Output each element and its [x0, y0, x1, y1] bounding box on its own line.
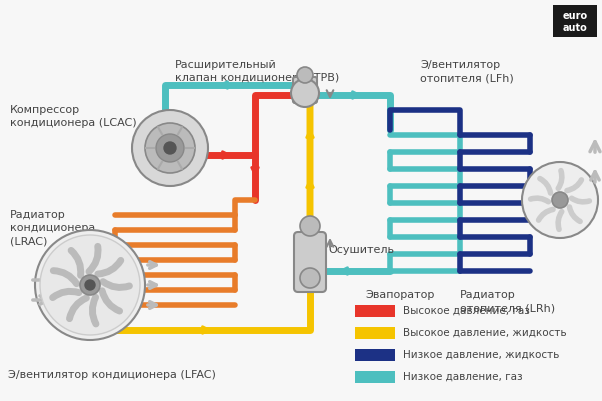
Text: Эвапоратор: Эвапоратор	[365, 290, 435, 300]
FancyBboxPatch shape	[553, 5, 597, 37]
Circle shape	[300, 268, 320, 288]
FancyBboxPatch shape	[355, 327, 395, 339]
Circle shape	[132, 110, 208, 186]
Text: Радиатор
отопителя (LRh): Радиатор отопителя (LRh)	[460, 290, 555, 313]
Circle shape	[145, 123, 195, 173]
Text: Низкое давление, газ: Низкое давление, газ	[403, 372, 523, 382]
Circle shape	[156, 134, 184, 162]
Text: Э/вентилятор кондиционера (LFAC): Э/вентилятор кондиционера (LFAC)	[8, 370, 216, 380]
Circle shape	[35, 230, 145, 340]
Text: auto: auto	[563, 23, 588, 33]
Circle shape	[522, 162, 598, 238]
Text: Э/вентилятор
отопителя (LFh): Э/вентилятор отопителя (LFh)	[420, 60, 514, 83]
Circle shape	[297, 67, 313, 83]
FancyBboxPatch shape	[355, 349, 395, 361]
Circle shape	[291, 79, 319, 107]
Text: Радиатор
кондиционера
(LRAC): Радиатор кондиционера (LRAC)	[10, 210, 95, 246]
Circle shape	[552, 192, 568, 208]
Text: Компрессор
кондиционера (LCAC): Компрессор кондиционера (LCAC)	[10, 105, 137, 128]
Text: euro: euro	[562, 11, 588, 21]
FancyBboxPatch shape	[355, 305, 395, 317]
Circle shape	[164, 142, 176, 154]
Text: Высокое давление, газ: Высокое давление, газ	[403, 306, 530, 316]
FancyBboxPatch shape	[355, 371, 395, 383]
Circle shape	[85, 280, 95, 290]
FancyBboxPatch shape	[293, 77, 317, 103]
Circle shape	[40, 235, 140, 335]
Text: Расширительный
клапан кондиционера (ТРВ): Расширительный клапан кондиционера (ТРВ)	[175, 60, 340, 83]
Circle shape	[300, 216, 320, 236]
Text: Низкое давление, жидкость: Низкое давление, жидкость	[403, 350, 559, 360]
Text: Осушитель: Осушитель	[328, 245, 394, 255]
Text: Высокое давление, жидкость: Высокое давление, жидкость	[403, 328, 566, 338]
FancyBboxPatch shape	[294, 232, 326, 292]
Circle shape	[80, 275, 100, 295]
